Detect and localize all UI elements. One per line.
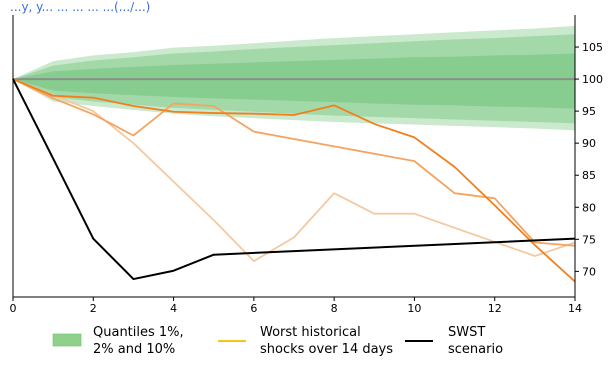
quantile-band-3 — [13, 53, 575, 109]
x-tick-label: 2 — [90, 302, 97, 315]
legend-label-line1: SWST — [448, 325, 485, 340]
series-line-4 — [12, 78, 576, 281]
y-tick-label: 90 — [582, 137, 596, 150]
series-line-2 — [12, 78, 576, 247]
axes: 0 2 4 6 8 10 12 14 70 75 80 85 90 95 100 105 — [10, 15, 603, 315]
legend-label-line2: scenario — [448, 342, 503, 357]
x-tick-label: 4 — [170, 302, 177, 315]
series-lines — [12, 78, 576, 283]
y-tick-label: 70 — [582, 265, 596, 278]
x-tick-label: 6 — [250, 302, 257, 315]
x-tick-label: 0 — [10, 302, 17, 315]
series-line-3 — [12, 78, 576, 283]
y-tick-label: 80 — [582, 201, 596, 214]
x-tick-label: 12 — [488, 302, 502, 315]
legend-swatch-quantiles — [52, 333, 82, 347]
y-tick-label: 100 — [582, 73, 603, 86]
quantile-bands — [13, 25, 575, 131]
y-tick-label: 75 — [582, 233, 596, 246]
legend-label-line1: Quantiles 1%, — [93, 325, 184, 340]
y-tick-label: 85 — [582, 169, 596, 182]
x-tick-label: 10 — [407, 302, 421, 315]
y-tick-label: 95 — [582, 105, 596, 118]
series-line-1 — [12, 78, 576, 263]
legend-label-line2: 2% and 10% — [93, 342, 175, 357]
top-caption: ...y, y... ... ... ... ...(.../...) — [10, 0, 150, 14]
y-tick-label: 105 — [582, 41, 603, 54]
x-tick-label: 14 — [568, 302, 582, 315]
legend-label-line1: Worst historical — [260, 325, 361, 340]
legend-label-line2: shocks over 14 days — [260, 342, 393, 357]
legend: Quantiles 1%, 2% and 10% Worst historical s… — [52, 325, 503, 357]
x-tick-label: 8 — [331, 302, 338, 315]
